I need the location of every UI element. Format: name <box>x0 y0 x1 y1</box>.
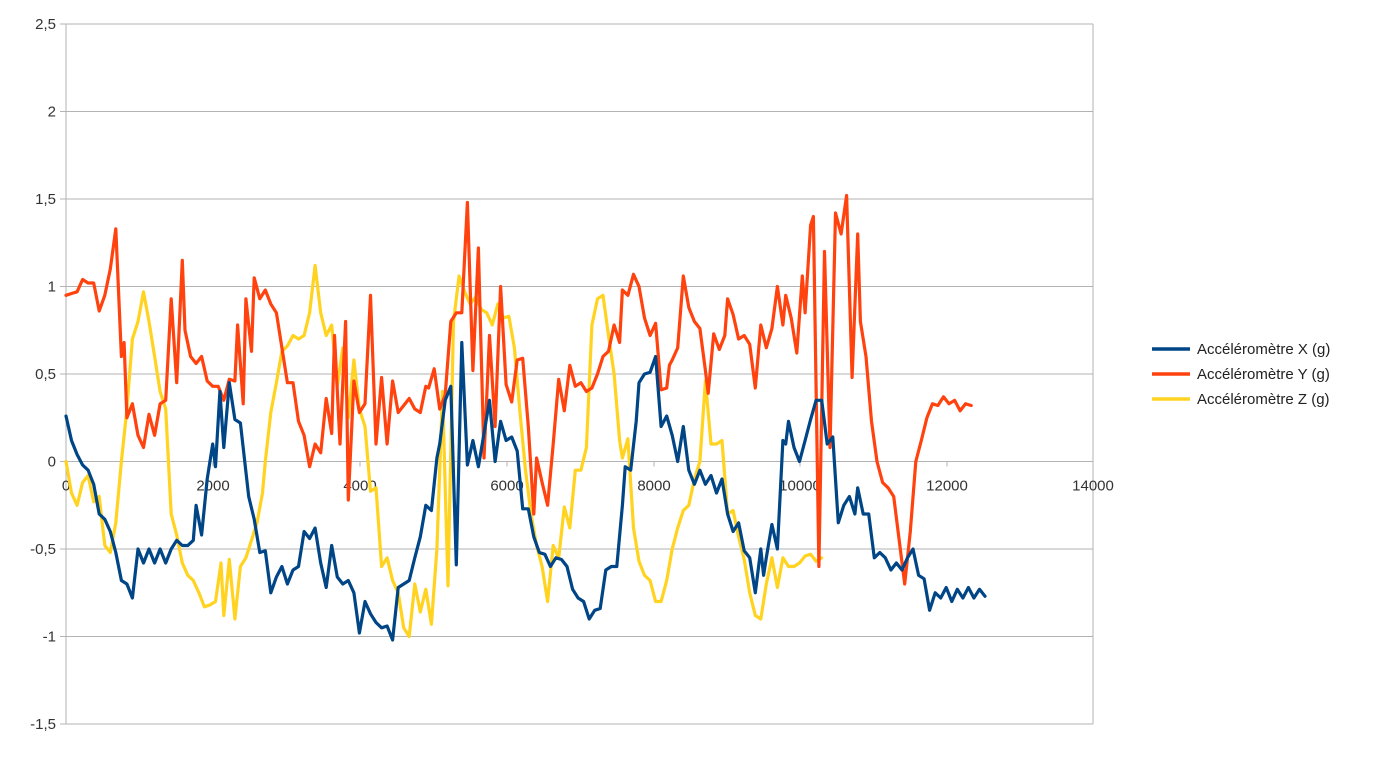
x-tick-label: 10000 <box>779 478 821 495</box>
series-line-0 <box>64 340 987 642</box>
series-lines <box>64 193 987 642</box>
x-tick-label: 6000 <box>490 478 523 495</box>
y-tick-label: 0,5 <box>35 366 56 383</box>
x-tick-label: 8000 <box>637 478 670 495</box>
x-tick-labels: 0 2000 4000 6000 8000 10000 12000 14000 <box>62 461 1114 495</box>
y-tick-label: -0,5 <box>30 541 56 558</box>
x-tick-label: 2000 <box>196 478 229 495</box>
legend-label: Accéléromètre Z (g) <box>1197 391 1330 408</box>
x-tick-label: 0 <box>62 478 70 495</box>
axes <box>65 24 1094 724</box>
legend-label: Accéléromètre X (g) <box>1197 341 1330 358</box>
y-tick-label: 2 <box>48 104 56 121</box>
x-tick-label: 14000 <box>1072 478 1114 495</box>
y-tick-label: 1,5 <box>35 191 56 208</box>
x-tick-label: 12000 <box>926 478 968 495</box>
legend: Accéléromètre X (g) Accéléromètre Y (g) Ac… <box>1152 341 1330 408</box>
gridlines <box>60 23 1093 725</box>
y-tick-labels: 2,5 2 1,5 1 0,5 0 -0,5 -1 -1,5 <box>30 16 56 733</box>
y-tick-label: 0 <box>48 454 56 471</box>
y-tick-label: -1,5 <box>30 716 56 733</box>
legend-label: Accéléromètre Y (g) <box>1197 366 1330 383</box>
y-tick-label: 1 <box>48 279 56 296</box>
series-line-2 <box>64 263 824 639</box>
series-line-1 <box>64 193 973 586</box>
y-tick-label: 2,5 <box>35 16 56 33</box>
y-tick-label: -1 <box>43 629 56 646</box>
